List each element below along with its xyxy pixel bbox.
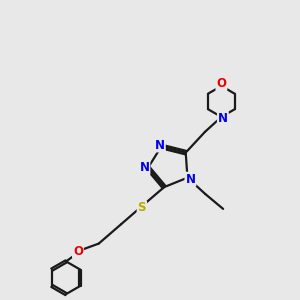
Text: S: S <box>138 201 146 214</box>
Text: N: N <box>140 161 149 174</box>
Text: N: N <box>155 139 165 152</box>
Text: O: O <box>73 244 83 257</box>
Text: N: N <box>218 112 228 125</box>
Text: O: O <box>216 77 226 90</box>
Text: N: N <box>185 173 195 186</box>
